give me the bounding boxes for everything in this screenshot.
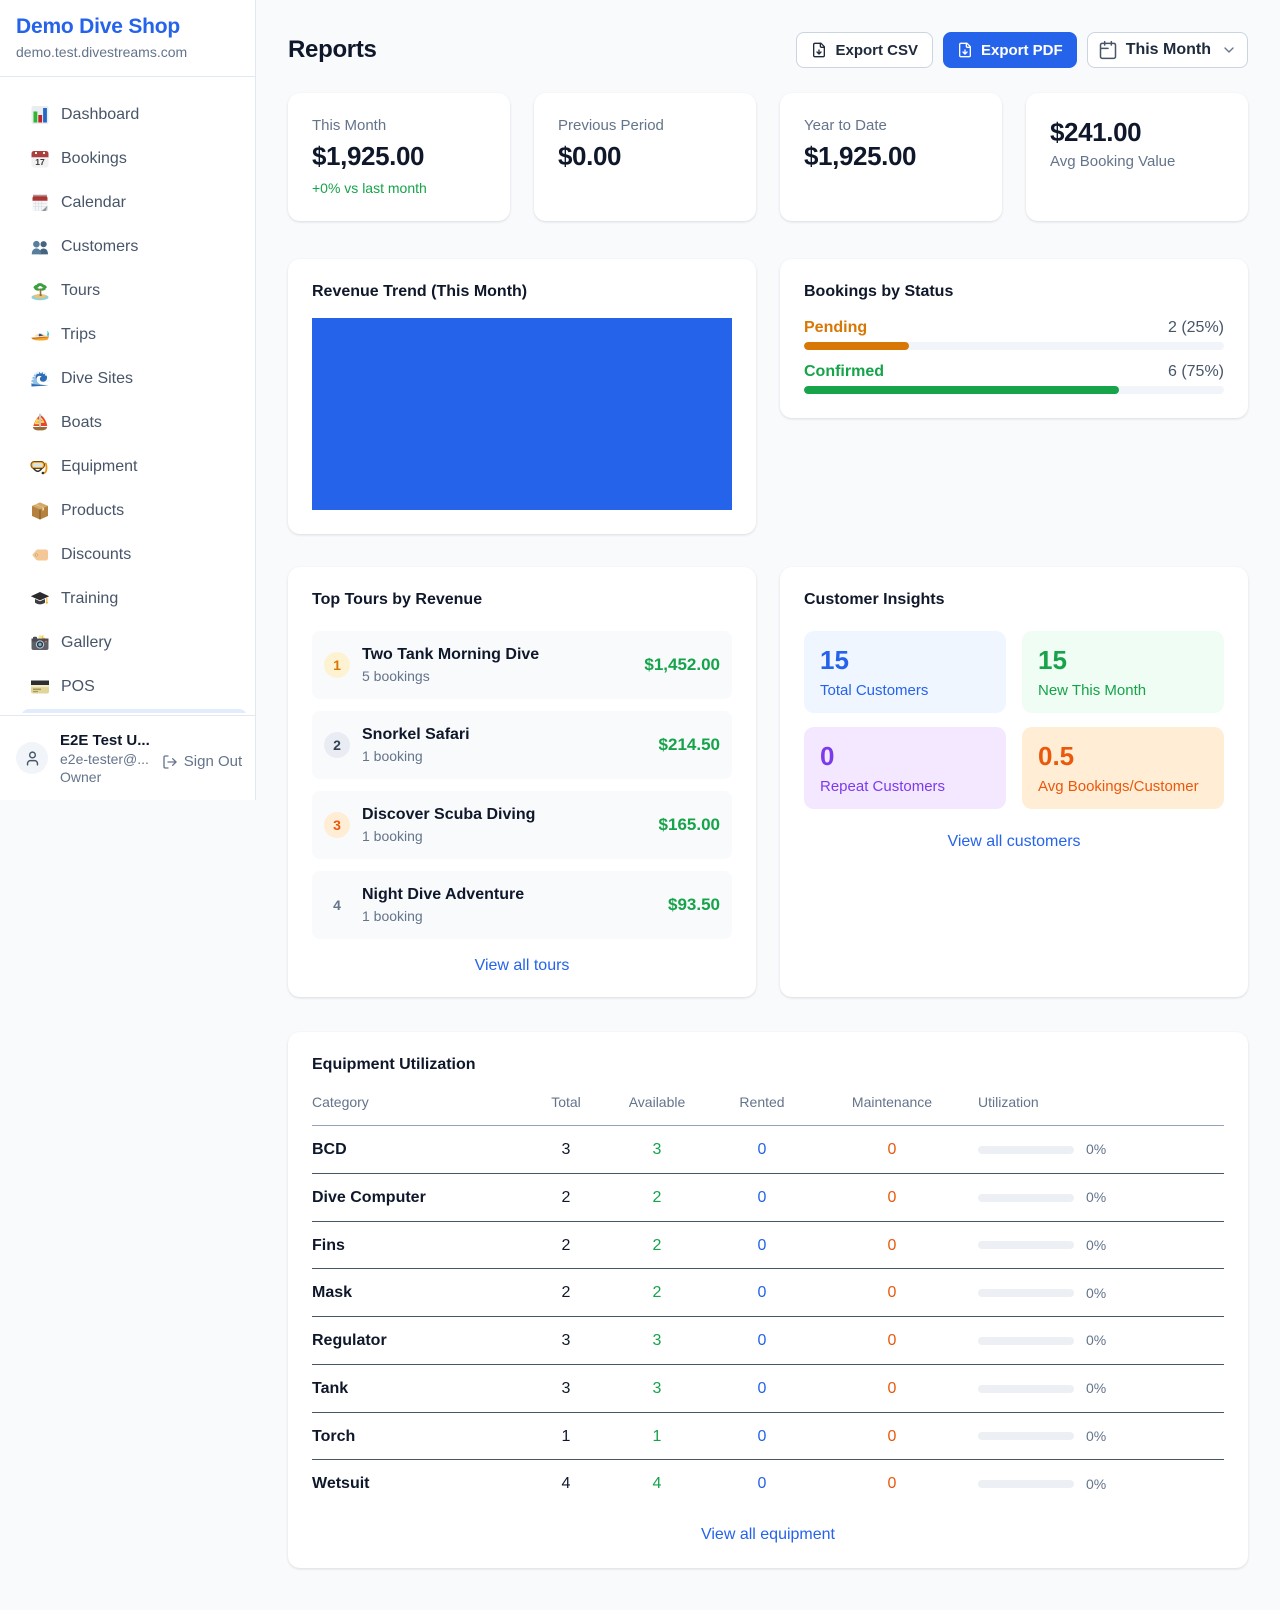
svg-text:17: 17 [35,157,45,167]
